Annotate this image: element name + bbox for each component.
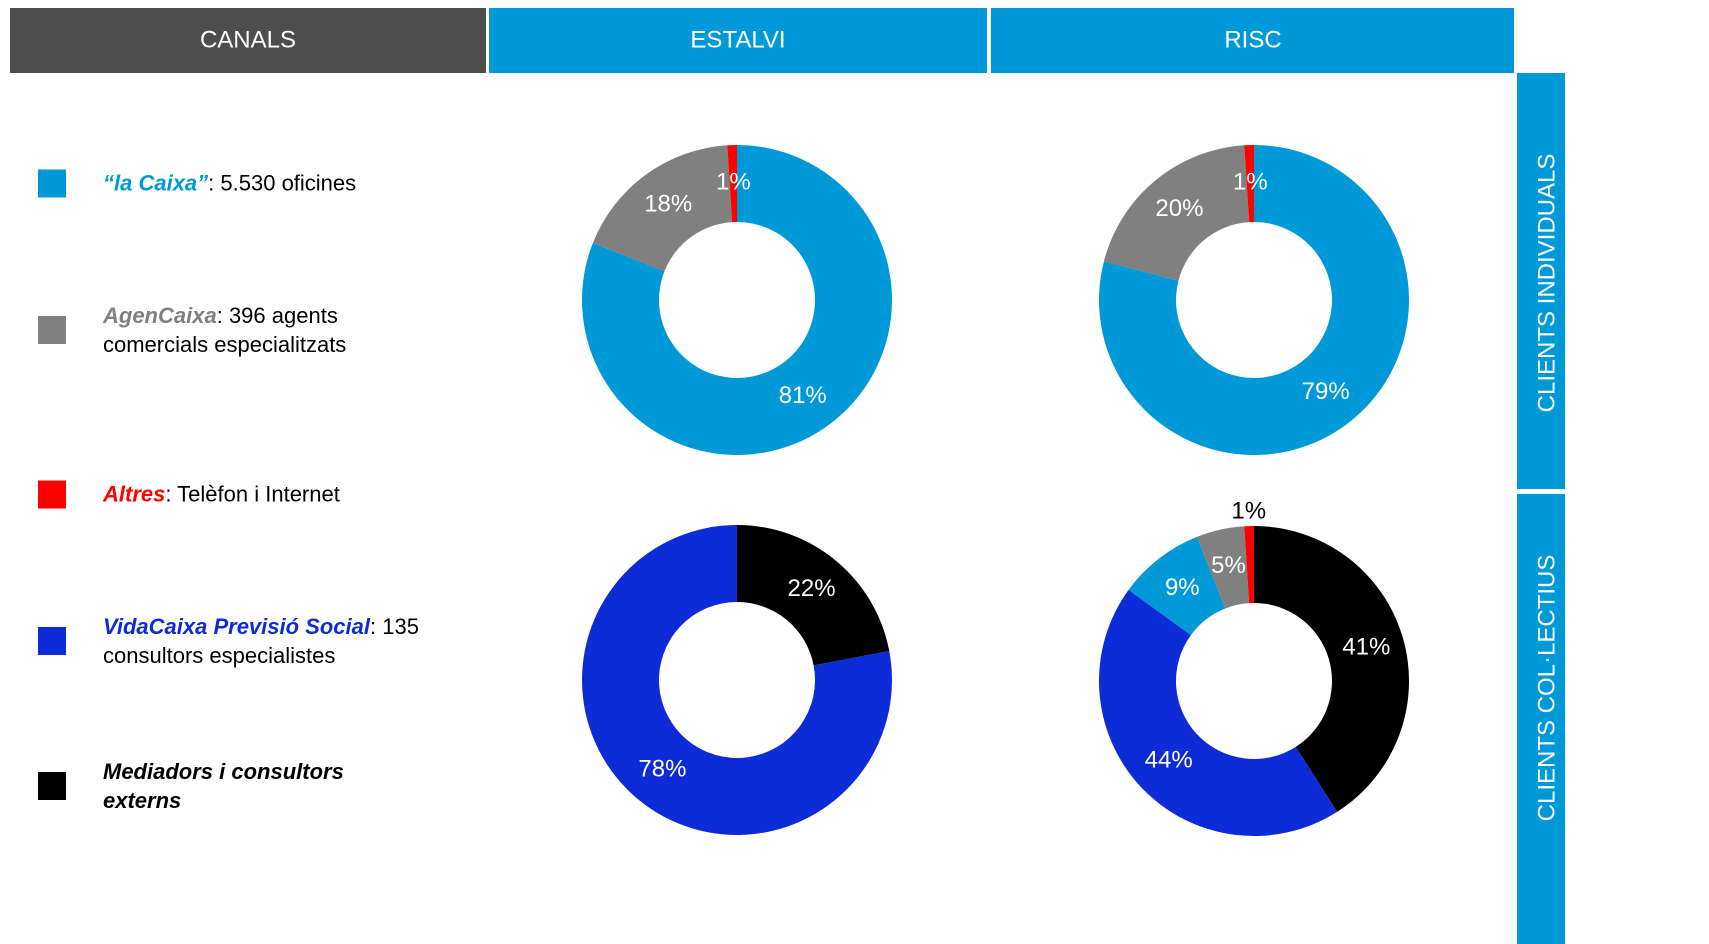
donut-slice xyxy=(1254,526,1410,812)
legend-item: AgenCaixa: 396 agents comercials especia… xyxy=(38,301,393,359)
row-band xyxy=(1517,73,1565,489)
header-label: RISC xyxy=(1224,26,1281,53)
legend-name: Altres xyxy=(103,481,166,507)
legend-name: AgenCaixa xyxy=(103,303,217,328)
donut-slice xyxy=(1244,145,1254,223)
legend-detail: : 5.530 oficines xyxy=(208,170,357,196)
legend-item: Altres: Telèfon i Internet xyxy=(38,480,423,509)
data-label: 20% xyxy=(1155,195,1203,222)
legend-text: Mediadors i consultors externs xyxy=(103,757,403,815)
row-label: CLIENTS COL·LECTIUS xyxy=(1533,555,1560,822)
legend-detail: : Telèfon i Internet xyxy=(165,481,340,507)
legend-item: “la Caixa”: 5.530 oficines xyxy=(38,169,463,198)
header-cell xyxy=(489,8,987,73)
data-label: 18% xyxy=(644,191,692,218)
data-label: 41% xyxy=(1342,634,1390,661)
data-label: 1% xyxy=(716,168,751,195)
legend-text: AgenCaixa: 396 agents comercials especia… xyxy=(103,301,393,359)
donut-slice xyxy=(1098,145,1409,455)
data-label: 5% xyxy=(1211,552,1246,579)
data-label: 1% xyxy=(1231,497,1266,524)
row-label: CLIENTS INDIVIDUALS xyxy=(1533,154,1560,413)
legend-detail: : 396 agents comercials especialitzats xyxy=(103,303,347,357)
legend-swatch xyxy=(38,169,66,197)
header-label: ESTALVI xyxy=(690,26,785,53)
data-label: 78% xyxy=(638,755,686,782)
legend-swatch xyxy=(38,480,66,508)
donut-slice xyxy=(1196,526,1250,609)
donut-slice xyxy=(1244,526,1254,604)
donut-slice xyxy=(592,145,733,272)
legend-text: VidaCaixa Previsió Social: 135 consultor… xyxy=(103,612,463,670)
donut-slice xyxy=(727,145,737,223)
donut-slice xyxy=(737,525,890,666)
legend-name: VidaCaixa Previsió Social xyxy=(103,614,370,639)
legend-text: Altres: Telèfon i Internet xyxy=(103,480,423,509)
legend-item: VidaCaixa Previsió Social: 135 consultor… xyxy=(38,612,463,670)
donut-slice xyxy=(1103,145,1250,281)
donut-slice xyxy=(581,525,892,835)
legend-detail: : 135 consultors especialistes xyxy=(103,614,419,668)
legend-item: Mediadors i consultors externs xyxy=(38,757,403,815)
data-label: 9% xyxy=(1165,574,1200,601)
legend-name: Mediadors i consultors externs xyxy=(103,759,344,813)
legend-swatch xyxy=(38,627,66,655)
legend-text: “la Caixa”: 5.530 oficines xyxy=(103,169,463,198)
header-cell xyxy=(10,8,486,73)
legend-name: “la Caixa” xyxy=(103,170,209,196)
header-cell xyxy=(991,8,1514,73)
data-label: 81% xyxy=(779,382,827,409)
donut-slice xyxy=(1128,536,1226,636)
legend-swatch xyxy=(38,772,66,800)
header-label: CANALS xyxy=(200,26,296,53)
donut-slice xyxy=(582,145,892,455)
donut-slice xyxy=(1099,589,1338,836)
row-band xyxy=(1517,494,1565,944)
data-label: 22% xyxy=(788,575,836,602)
data-label: 79% xyxy=(1302,378,1350,405)
legend-swatch xyxy=(38,316,66,344)
data-label: 44% xyxy=(1145,746,1193,773)
data-label: 1% xyxy=(1233,168,1268,195)
